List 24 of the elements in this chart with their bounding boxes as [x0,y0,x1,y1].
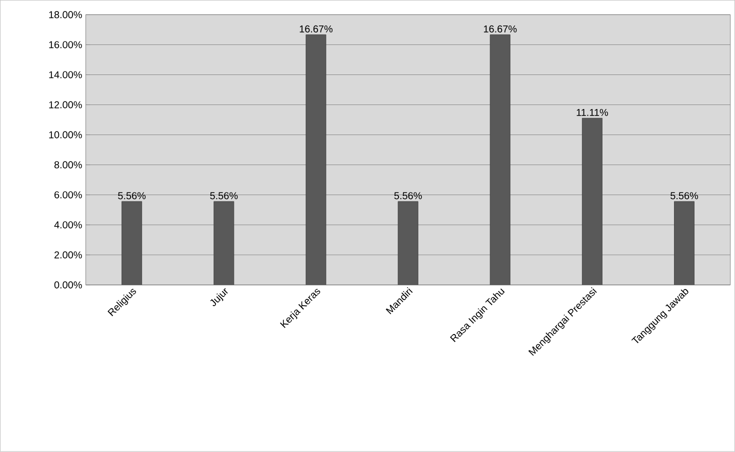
y-tick-label: 0.00% [54,282,82,289]
data-label: 5.56% [118,192,146,200]
bar [582,118,602,286]
data-label: 5.56% [210,192,238,200]
y-tick-label: 10.00% [49,131,82,138]
data-label: 5.56% [394,192,422,200]
y-tick-label: 8.00% [54,161,82,168]
y-tick-label: 4.00% [54,221,82,229]
bar [214,201,234,286]
data-label: 5.56% [670,192,698,200]
y-tick-label: 16.00% [49,41,82,48]
y-tick-label: 2.00% [54,251,82,259]
y-tick-label: 6.00% [54,191,82,198]
data-label: 16.67% [484,26,517,33]
data-label: 16.67% [300,26,333,33]
bar [306,34,326,286]
bar [674,201,694,286]
bar [490,34,510,286]
y-tick-label: 14.00% [49,71,82,78]
y-tick-label: 18.00% [49,11,82,18]
bar [398,201,418,286]
bar [122,201,142,286]
data-label: 11.11% [576,109,608,116]
y-tick-label: 12.00% [49,101,82,108]
